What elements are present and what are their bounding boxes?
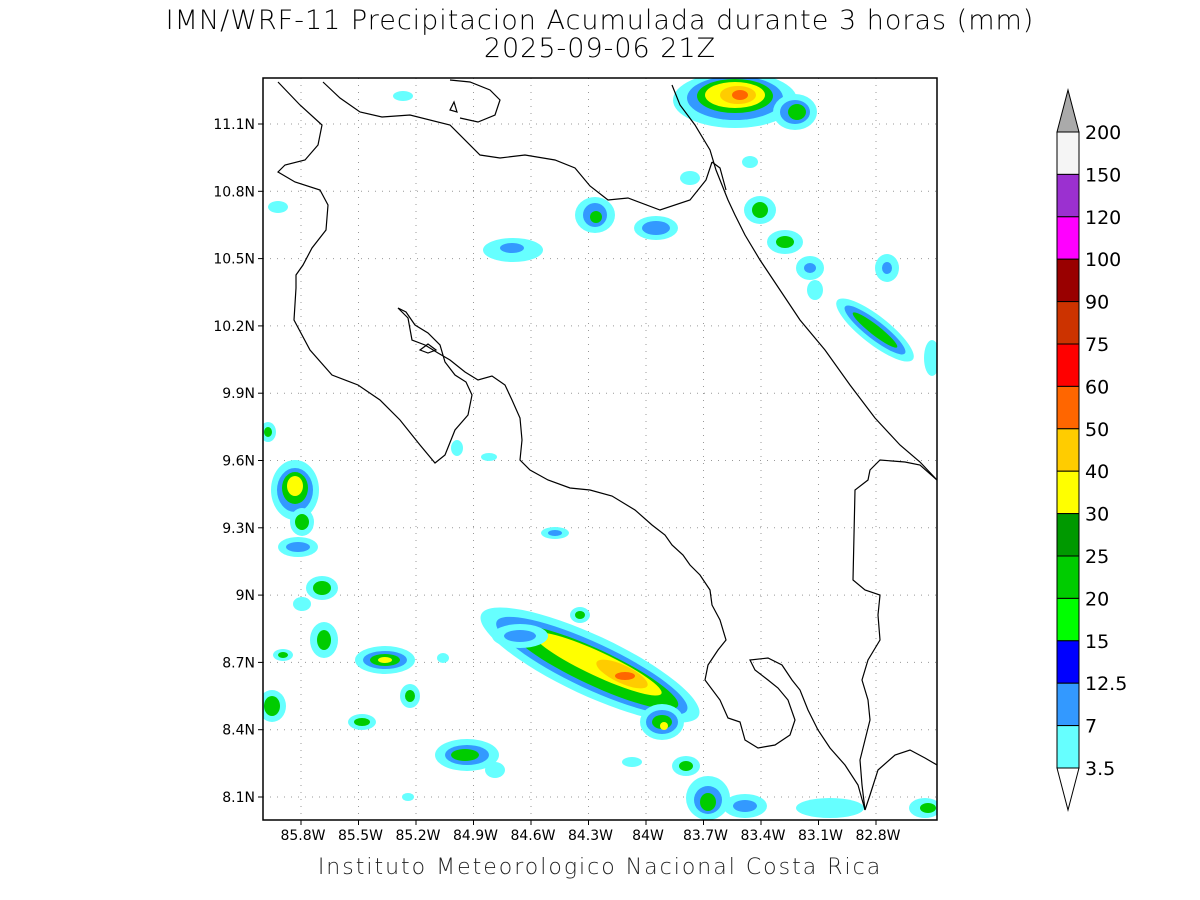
san-juan-river [711,161,727,191]
lat-label: 8.7N [222,655,255,671]
colorbar-label: 40 [1085,461,1109,483]
lat-label: 9.6N [222,454,255,470]
colorbar-label: 200 [1085,122,1121,144]
precip-band-northeast [836,298,937,376]
lat-label: 10.8N [213,184,255,200]
nicoya-island [418,343,438,354]
nicaragua-pacific-coast [277,81,329,288]
colorbar-label: 25 [1085,546,1109,568]
pacific-coast-costa-rica [293,287,866,811]
lat-label: 8.4N [222,723,255,739]
colorbar-label: 15 [1085,631,1109,653]
coastlines [277,79,937,811]
lat-label: 9N [236,588,255,604]
colorbar-label: 90 [1085,292,1109,314]
colorbar-swatch [1056,301,1080,345]
lat-label: 11.1N [213,117,255,133]
colorbar-label: 12.5 [1085,673,1127,695]
caribbean-coast-north [671,84,937,481]
precip-cell-caribbean-coast [268,91,899,300]
colorbar-swatch [1056,428,1080,472]
lat-label: 10.2N [213,319,255,335]
lat-label: 8.1N [222,790,255,806]
lon-label: 85.5W [338,828,383,844]
gridlines [263,78,937,820]
colorbar-label: 7 [1085,716,1097,738]
lat-label: 10.5N [213,252,255,268]
precip-band-south-central [480,607,937,820]
lon-label: 82.8W [855,828,900,844]
lon-label: 84W [632,828,664,844]
footer-credit: Instituto Meteorologico Nacional Costa R… [317,855,883,880]
lon-label: 84.3W [568,828,613,844]
colorbar-label: 50 [1085,419,1109,441]
colorbar-label: 30 [1085,504,1109,526]
lon-label: 83.7W [683,828,728,844]
precipitation-field [263,78,937,820]
precip-cell-north-top [673,78,817,130]
panama-border [852,459,937,811]
colorbar-under-arrow [1056,767,1080,812]
colorbar-swatch [1056,470,1080,515]
colorbar-swatch [1056,555,1080,599]
latitude-axis: 11.1N 10.8N 10.5N 10.2N 9.9N 9.6N 9.3N 9N 8.7N 8.… [213,117,263,806]
colorbar-label: 3.5 [1085,758,1115,780]
lat-label: 9.9N [222,386,255,402]
colorbar-swatch [1056,513,1080,557]
colorbar-label: 120 [1085,207,1121,229]
colorbar-swatch [1056,597,1080,642]
colorbar-label: 20 [1085,588,1109,610]
colorbar-swatch [1056,216,1080,260]
colorbar-swatch [1056,725,1080,769]
colorbar-swatch [1056,385,1080,430]
colorbar-label: 150 [1085,164,1121,186]
map-date: 2025-09-06 21Z [483,33,717,64]
colorbar-over-arrow [1056,88,1080,133]
lon-label: 84.9W [453,828,498,844]
map-title: IMN/WRF-11 Precipitacion Acumulada duran… [165,5,1035,36]
colorbar-swatch [1056,131,1080,175]
lon-label: 85.8W [280,828,325,844]
longitude-axis: 85.8W 85.5W 85.2W 84.9W 84.6W 84.3W 84W 83.7W 83… [280,820,901,844]
colorbar-label: 100 [1085,249,1121,271]
lake-nicaragua-south [449,79,501,123]
colorbar-swatch [1056,258,1080,303]
colorbar-swatch [1056,640,1080,684]
lon-label: 85.2W [395,828,440,844]
nicaragua-lake-shore [322,81,713,211]
colorbar-swatch [1056,682,1080,727]
lon-label: 83.1W [798,828,843,844]
panama-coast [864,749,937,811]
precip-cells-pacific-west [263,422,569,801]
map-frame [262,77,938,821]
color-legend: 200 150 120 100 90 75 60 50 40 30 25 20 15 12.5 7 3.5 [1056,88,1127,812]
lat-label: 9.3N [222,521,255,537]
colorbar-label: 60 [1085,376,1109,398]
colorbar-swatch [1056,173,1080,218]
colorbar-label: 75 [1085,334,1109,356]
lake-island [449,100,458,113]
colorbar-swatch [1056,343,1080,387]
lon-label: 83.4W [740,828,785,844]
lon-label: 84.6W [510,828,555,844]
